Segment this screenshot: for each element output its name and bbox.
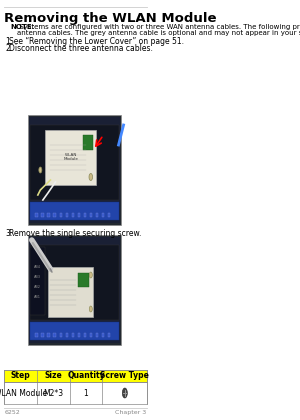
Bar: [90, 213, 92, 217]
Text: Screw Type: Screw Type: [100, 372, 149, 381]
Bar: [108, 333, 110, 337]
Bar: [35, 333, 38, 337]
Text: antenna cables. The grey antenna cable is optional and may not appear in your sy: antenna cables. The grey antenna cable i…: [16, 31, 300, 37]
Bar: [78, 273, 89, 287]
Bar: [53, 333, 56, 337]
Bar: [4, 382, 147, 404]
Bar: [72, 333, 74, 337]
Bar: [30, 125, 119, 200]
Bar: [59, 333, 62, 337]
Circle shape: [89, 272, 92, 278]
Circle shape: [89, 306, 92, 312]
Text: WLAN Module: WLAN Module: [0, 388, 47, 397]
Text: Step: Step: [11, 372, 30, 381]
Bar: [28, 235, 121, 345]
FancyBboxPatch shape: [29, 117, 120, 223]
Text: AB4: AB4: [34, 265, 41, 269]
Bar: [96, 213, 98, 217]
Bar: [28, 115, 121, 225]
Bar: [83, 135, 93, 150]
Text: AB2: AB2: [34, 285, 41, 289]
Bar: [102, 213, 104, 217]
Text: Remove the single securing screw.: Remove the single securing screw.: [9, 229, 142, 238]
Text: Quantity: Quantity: [67, 372, 105, 381]
Text: 2.: 2.: [5, 44, 12, 53]
Bar: [48, 267, 93, 317]
Bar: [90, 333, 92, 337]
Text: 1: 1: [84, 388, 88, 397]
Bar: [96, 333, 98, 337]
Text: 3.: 3.: [5, 229, 12, 238]
Bar: [72, 213, 74, 217]
Text: M2*3: M2*3: [43, 388, 63, 397]
Circle shape: [89, 173, 92, 181]
Bar: [66, 213, 68, 217]
Text: Systems are configured with two or three WAN antenna cables. The following proce: Systems are configured with two or three…: [16, 24, 300, 30]
Text: NOTE:: NOTE:: [10, 24, 34, 30]
Bar: [78, 333, 80, 337]
Bar: [84, 333, 86, 337]
Bar: [78, 213, 80, 217]
Text: AB3: AB3: [34, 275, 41, 279]
Bar: [47, 213, 50, 217]
Text: Chapter 3: Chapter 3: [115, 410, 146, 415]
Bar: [59, 213, 62, 217]
Bar: [35, 213, 38, 217]
Text: 1.: 1.: [5, 37, 12, 46]
Bar: [108, 213, 110, 217]
Bar: [41, 213, 44, 217]
Bar: [30, 247, 45, 315]
Text: Removing the WLAN Module: Removing the WLAN Module: [4, 12, 217, 25]
Text: AB1: AB1: [34, 295, 41, 299]
Bar: [84, 213, 86, 217]
Bar: [102, 333, 104, 337]
Bar: [4, 370, 147, 382]
Bar: [30, 322, 119, 340]
Bar: [53, 213, 56, 217]
Text: WLAN
Module: WLAN Module: [63, 153, 78, 161]
Circle shape: [39, 167, 42, 173]
Bar: [47, 333, 50, 337]
Text: Size: Size: [44, 372, 62, 381]
Text: Disconnect the three antenna cables.: Disconnect the three antenna cables.: [9, 44, 153, 53]
Bar: [66, 333, 68, 337]
Bar: [30, 245, 119, 320]
Circle shape: [122, 388, 127, 398]
Bar: [41, 333, 44, 337]
Text: 6252: 6252: [5, 410, 21, 415]
Bar: [45, 130, 96, 185]
Bar: [30, 202, 119, 220]
Text: See “Removing the Lower Cover” on page 51.: See “Removing the Lower Cover” on page 5…: [9, 37, 184, 46]
Bar: [29, 237, 120, 343]
